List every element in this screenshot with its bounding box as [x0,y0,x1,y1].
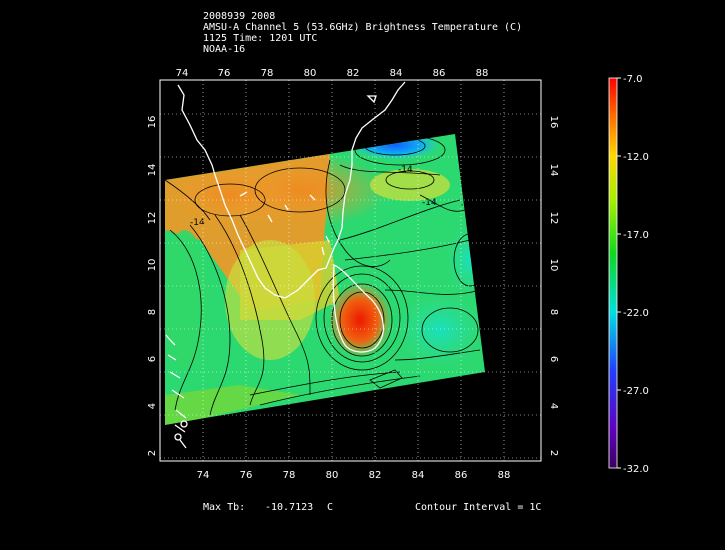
lat-tick-label: 14 [548,164,559,177]
lon-tick-label: 84 [412,470,425,481]
colorbar-label: -7.0 [623,74,643,85]
lon-tick-label: 78 [261,68,274,79]
lat-tick-label: 16 [548,116,559,129]
lon-tick-label: 74 [197,470,210,481]
lat-labels-left: 2 4 6 8 10 12 14 16 [147,116,158,457]
lon-tick-label: 86 [433,68,446,79]
contour-label: -14 [398,165,413,175]
lat-tick-label: 6 [548,356,559,362]
colorbar-label: -12.0 [623,152,649,163]
lon-tick-label: 88 [476,68,489,79]
plot-header: 2008939 2008 AMSU-A Channel 5 (53.6GHz) B… [203,11,522,55]
lon-tick-label: 88 [498,470,511,481]
lat-tick-label: 4 [548,403,559,409]
header-time: 1125 Time: 1201 UTC [203,33,318,44]
lat-tick-label: 8 [147,309,158,315]
lon-tick-label: 82 [347,68,360,79]
lon-labels-bottom: 74 76 78 80 82 84 86 88 [197,470,511,481]
lon-tick-label: 78 [283,470,296,481]
header-date: 2008939 2008 [203,11,276,22]
lat-tick-label: 12 [147,212,158,225]
lon-tick-label: 76 [218,68,231,79]
colorbar-label: -27.0 [623,386,649,397]
map-frame [159,79,542,462]
lon-tick-label: 82 [369,470,382,481]
swath-field [165,134,485,425]
header-title: AMSU-A Channel 5 (53.6GHz) Brightness Te… [203,22,523,33]
lon-tick-label: 76 [240,470,253,481]
max-tb-label: Max Tb: [203,502,246,513]
lon-tick-label: 86 [455,470,468,481]
lon-tick-label: 84 [390,68,403,79]
lat-tick-label: 16 [147,116,158,129]
lon-labels-top: 74 76 78 80 82 84 86 88 [176,68,489,79]
lat-tick-label: 2 [147,450,158,456]
lon-tick-label: 80 [326,470,339,481]
colorbar-ramp [608,77,618,469]
lat-tick-label: 14 [147,164,158,177]
lat-tick-label: 2 [548,450,559,456]
lat-tick-label: 10 [147,259,158,272]
max-tb-unit: C [327,502,334,513]
lon-tick-label: 74 [176,68,189,79]
colorbar-label: -17.0 [623,230,649,241]
max-tb-value: -10.7123 [265,502,314,513]
contour-label: -14 [422,198,437,208]
lat-tick-label: 4 [147,403,158,409]
contour-label: -14 [460,200,475,210]
lat-tick-label: 6 [147,356,158,362]
lat-tick-label: 12 [548,212,559,225]
contour-interval: Contour Interval = 1C [415,502,542,513]
contour-labels: -14 -14 -14 -14 [190,165,475,228]
lat-labels-right: 2 4 6 8 10 12 14 16 [548,116,559,457]
header-satellite: NOAA-16 [203,44,246,55]
contour-label: -14 [190,218,205,228]
colorbar: -7.0 -12.0 -17.0 -22.0 -27.0 -32.0 [608,74,649,475]
colorbar-label: -22.0 [623,308,649,319]
lon-tick-label: 80 [304,68,317,79]
lat-tick-label: 8 [548,309,559,315]
lat-tick-label: 10 [548,259,559,272]
colorbar-label: -32.0 [623,464,649,475]
